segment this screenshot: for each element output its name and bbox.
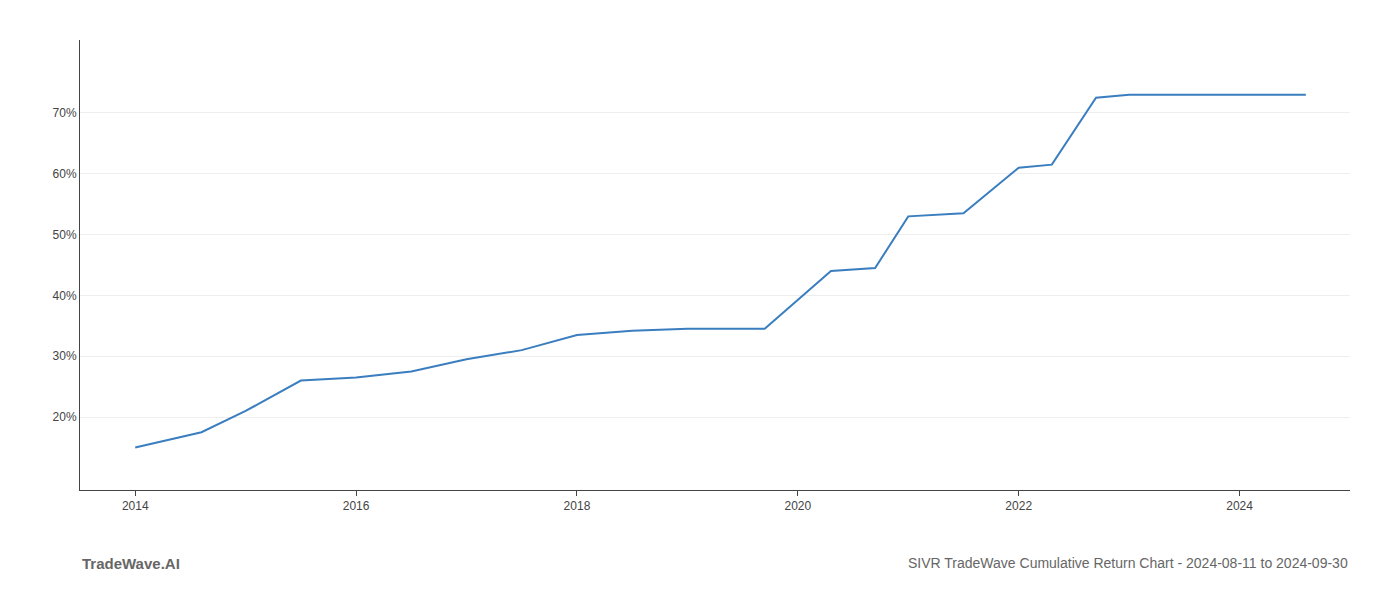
svg-text:SIVR TradeWave Cumulative Retu: SIVR TradeWave Cumulative Return Chart -… bbox=[908, 555, 1348, 571]
svg-text:30%: 30% bbox=[53, 349, 77, 363]
svg-text:2016: 2016 bbox=[343, 499, 370, 513]
svg-text:60%: 60% bbox=[53, 167, 77, 181]
svg-text:2022: 2022 bbox=[1005, 499, 1032, 513]
svg-text:50%: 50% bbox=[53, 228, 77, 242]
svg-text:70%: 70% bbox=[53, 106, 77, 120]
svg-text:20%: 20% bbox=[53, 410, 77, 424]
svg-text:40%: 40% bbox=[53, 289, 77, 303]
svg-text:2014: 2014 bbox=[122, 499, 149, 513]
svg-text:TradeWave.AI: TradeWave.AI bbox=[82, 555, 180, 572]
svg-text:2018: 2018 bbox=[564, 499, 591, 513]
svg-text:2024: 2024 bbox=[1226, 499, 1253, 513]
svg-text:2020: 2020 bbox=[784, 499, 811, 513]
